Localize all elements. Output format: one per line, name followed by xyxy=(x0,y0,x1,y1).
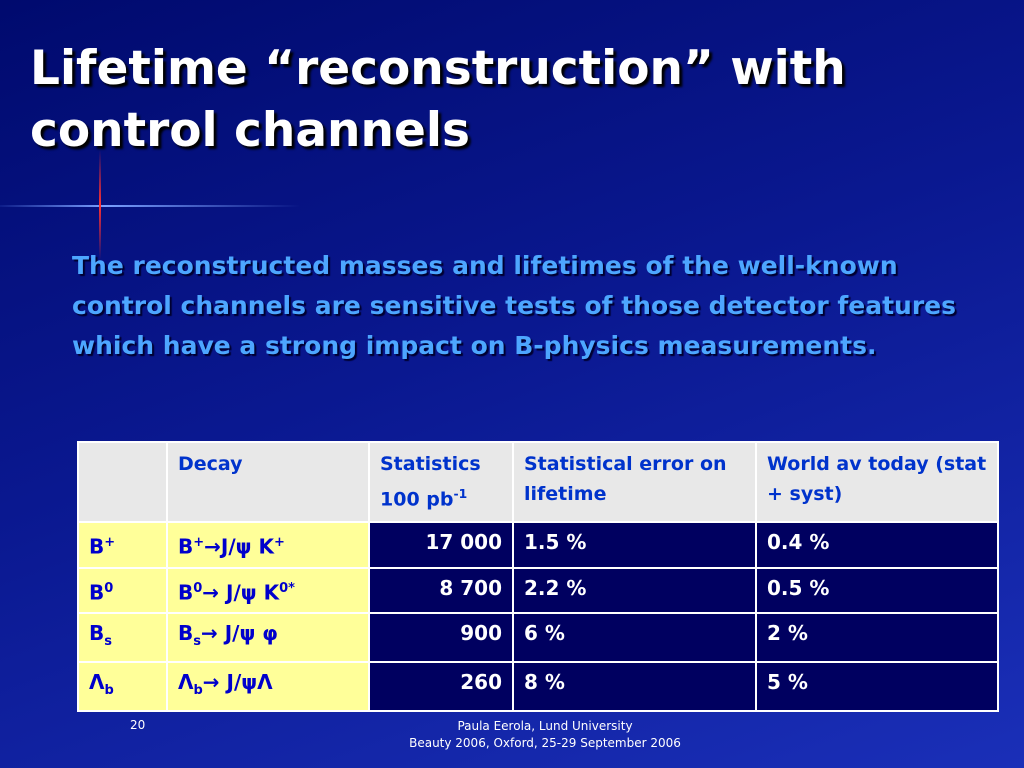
sup-text: + xyxy=(274,535,285,550)
header-cell: World av today (stat + syst) xyxy=(755,441,999,523)
cell-text: B xyxy=(178,580,194,605)
sup-text: 0* xyxy=(279,580,295,596)
cell-text: B xyxy=(89,580,105,605)
cell-text: B xyxy=(178,534,194,559)
cell-text: 2.2 % xyxy=(524,575,587,600)
cell-text: → J/ψ φ xyxy=(201,621,278,646)
table-cell: 0.5 % xyxy=(755,566,999,615)
table-cell: 2 % xyxy=(755,612,999,664)
table-cell: 1.5 % xyxy=(512,521,757,569)
sup-text: + xyxy=(193,535,205,550)
sub-text: b xyxy=(104,683,114,699)
cell-text: 100 pb xyxy=(380,488,454,511)
body-text: The reconstructed masses and lifetimes o… xyxy=(72,251,957,360)
cell-text: → J/ψΛ xyxy=(202,670,273,695)
slide-title: Lifetime “reconstruction” with control c… xyxy=(30,41,846,158)
cell-text: →J/ψ K xyxy=(204,534,274,559)
decor-line xyxy=(0,205,300,207)
sup-text: + xyxy=(104,535,116,550)
cell-text: Λ xyxy=(89,670,105,695)
cell-text: 1.5 % xyxy=(524,530,587,554)
table-row: B+ B+→J/ψ K+ 17 000 1.5 % 0.4 % xyxy=(77,521,999,569)
cell-text: 900 xyxy=(460,621,502,646)
table-cell: Bs→ J/ψ φ xyxy=(166,612,370,664)
table-cell: B0→ J/ψ K0* xyxy=(166,566,370,615)
cell-text: B xyxy=(89,534,105,559)
header-cell: Statistics 100 pb-1 xyxy=(368,441,514,523)
cell-text: B xyxy=(89,621,105,646)
cell-text: 6 % xyxy=(524,621,565,646)
sub-text: s xyxy=(193,634,201,650)
cell-text: 260 xyxy=(460,670,502,695)
sub-text: b xyxy=(193,683,203,699)
cell-text: 0.4 % xyxy=(767,530,830,554)
table: Decay Statistics 100 pb-1 Statistical error… xyxy=(77,441,999,713)
header-row: Decay Statistics 100 pb-1 Statistical error… xyxy=(77,441,999,523)
table-row: B0 B0→ J/ψ K0* 8 700 2.2 % 0.5 % xyxy=(77,566,999,615)
table-cell: 6 % xyxy=(512,612,757,664)
cell-text: 0.5 % xyxy=(767,575,830,600)
table-cell: 2.2 % xyxy=(512,566,757,615)
cell-text: 8 700 xyxy=(439,575,502,600)
table-cell: 5 % xyxy=(755,661,999,713)
table-row: Λb Λb→ J/ψΛ 260 8 % 5 % xyxy=(77,661,999,713)
cell-text: B xyxy=(178,621,194,646)
cell-text: Λ xyxy=(178,670,194,695)
header-cell: Decay xyxy=(166,441,370,523)
sup-text: 0 xyxy=(193,580,203,596)
page-number: 20 xyxy=(130,718,146,732)
table-cell: 8 % xyxy=(512,661,757,713)
header-cell xyxy=(77,441,168,523)
footer: Paula Eerola, Lund University Beauty 200… xyxy=(345,718,745,752)
cell-text: 5 % xyxy=(767,670,808,695)
cell-text: → J/ψ K xyxy=(202,580,280,605)
sub-text: s xyxy=(104,634,112,650)
cell-text: 8 % xyxy=(524,670,565,695)
cell-text: World av today (stat + syst) xyxy=(767,453,987,505)
sup-text: 0 xyxy=(104,580,114,596)
table-cell: B+ xyxy=(77,521,168,569)
table-cell: Λb→ J/ψΛ xyxy=(166,661,370,713)
table-cell: 260 xyxy=(368,661,514,713)
table-cell: 8 700 xyxy=(368,566,514,615)
table-cell: 900 xyxy=(368,612,514,664)
table-cell: Bs xyxy=(77,612,168,664)
cell-text: Statistics xyxy=(380,453,481,475)
footer-line: Beauty 2006, Oxford, 25-29 September 200… xyxy=(409,736,681,750)
cell-text: 2 % xyxy=(767,621,808,646)
sup-text: -1 xyxy=(453,487,468,501)
header-cell: Statistical error on lifetime xyxy=(512,441,757,523)
cell-text: Statistical error on lifetime xyxy=(524,453,727,505)
table-cell: B+→J/ψ K+ xyxy=(166,521,370,569)
table-row: Bs Bs→ J/ψ φ 900 6 % 2 % xyxy=(77,612,999,664)
decor-line xyxy=(99,150,101,260)
table-cell: 17 000 xyxy=(368,521,514,569)
table-cell: 0.4 % xyxy=(755,521,999,569)
footer-line: Paula Eerola, Lund University xyxy=(457,719,633,733)
cell-text: 17 000 xyxy=(425,530,502,554)
cell-text: Decay xyxy=(178,453,243,475)
table-cell: B0 xyxy=(77,566,168,615)
table-cell: Λb xyxy=(77,661,168,713)
